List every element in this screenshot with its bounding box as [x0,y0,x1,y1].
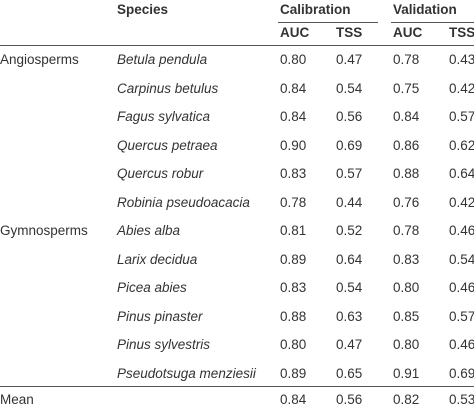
rule [391,22,474,23]
cell-value: 0.69 [336,137,363,153]
cell-value: 0.52 [336,223,363,238]
cell-value: 0.84 [280,392,307,407]
cell-value: 0.57 [449,109,474,124]
cell-value: 0.91 [393,365,420,381]
cell-value: 0.43 [449,52,474,67]
species-name: Pinus pinaster [117,308,203,324]
cell-value: 0.42 [449,80,474,96]
cell-value: 0.56 [336,392,363,407]
cell-value: 0.57 [336,166,363,181]
group-label: Gymnosperms [0,223,88,238]
cell-value: 0.47 [336,52,363,67]
cell-value: 0.89 [280,251,307,267]
cell-value: 0.80 [280,52,307,67]
cell-value: 0.54 [449,251,474,267]
cell-value: 0.56 [336,109,363,124]
cell-value: 0.84 [280,80,307,96]
cell-value: 0.78 [393,52,420,67]
header-metric: AUC [393,25,423,40]
species-name: Pseudotsuga menziesii [117,365,256,381]
species-name: Quercus robur [117,166,204,181]
header-metric: TSS [449,25,474,40]
cell-value: 0.75 [393,80,420,96]
species-name: Robinia pseudoacacia [117,194,250,210]
cell-value: 0.78 [280,194,307,210]
cell-value: 0.80 [393,337,420,352]
species-name: Quercus petraea [117,137,218,153]
cell-value: 0.46 [449,223,474,238]
cell-value: 0.65 [336,365,363,381]
species-name: Abies alba [117,223,181,238]
cell-value: 0.88 [280,308,307,324]
rule [0,45,474,46]
species-name: Pinus sylvestris [117,337,211,352]
cell-value: 0.83 [280,280,307,295]
cell-value: 0.78 [393,223,420,238]
rule [278,22,378,23]
cell-value: 0.62 [449,137,474,153]
cell-value: 0.76 [393,194,420,210]
header-group: Calibration [280,2,351,17]
cell-value: 0.54 [336,80,363,96]
cell-value: 0.90 [280,137,307,153]
species-name: Fagus sylvatica [117,109,211,124]
cell-value: 0.42 [449,194,474,210]
cell-value: 0.54 [336,280,363,295]
rule [0,386,474,387]
group-label: Mean [0,392,34,407]
cell-value: 0.81 [280,223,307,238]
cell-value: 0.82 [393,392,420,407]
header-group: Validation [393,2,457,17]
species-name: Picea abies [117,280,187,295]
cell-value: 0.57 [449,308,474,324]
cell-value: 0.53 [449,392,474,407]
cell-value: 0.63 [336,308,363,324]
group-label: Angiosperms [0,52,79,67]
cell-value: 0.83 [280,166,307,181]
cell-value: 0.84 [280,109,307,124]
cell-value: 0.85 [393,308,420,324]
header-metric: TSS [336,25,363,40]
cell-value: 0.84 [393,109,420,124]
cell-value: 0.69 [449,365,474,381]
cell-value: 0.80 [393,280,420,295]
cell-value: 0.88 [393,166,420,181]
cell-value: 0.89 [280,365,307,381]
cell-value: 0.80 [280,337,307,352]
cell-value: 0.46 [449,280,474,295]
species-name: Carpinus betulus [117,80,219,96]
cell-value: 0.83 [393,251,420,267]
cell-value: 0.44 [336,194,363,210]
species-name: Larix decidua [117,251,198,267]
cell-value: 0.47 [336,337,363,352]
cell-value: 0.46 [449,337,474,352]
cell-value: 0.64 [449,166,474,181]
header-species: Species [117,2,169,17]
cell-value: 0.86 [393,137,420,153]
cell-value: 0.64 [336,251,363,267]
header-metric: AUC [280,25,310,40]
species-name: Betula pendula [117,52,208,67]
